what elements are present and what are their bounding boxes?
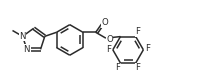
Text: F: F	[135, 27, 140, 36]
Text: F: F	[135, 63, 140, 72]
Text: N: N	[24, 45, 30, 54]
Text: F: F	[106, 45, 111, 54]
Text: O: O	[101, 18, 108, 27]
Text: F: F	[115, 63, 120, 72]
Text: N: N	[19, 32, 26, 41]
Text: O: O	[106, 35, 113, 44]
Text: F: F	[146, 44, 151, 53]
